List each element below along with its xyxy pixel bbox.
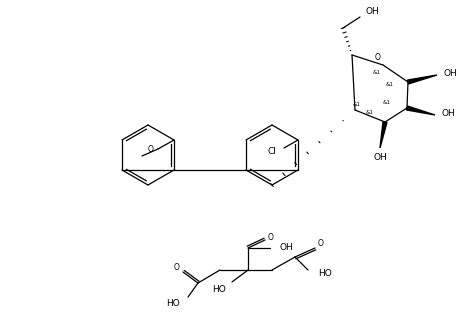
Polygon shape — [380, 122, 387, 148]
Text: &1: &1 — [353, 103, 361, 108]
Text: &1: &1 — [366, 110, 374, 115]
Text: &1: &1 — [386, 82, 394, 87]
Text: HO: HO — [166, 298, 180, 307]
Text: HO: HO — [212, 285, 226, 294]
Text: O: O — [174, 262, 180, 271]
Polygon shape — [406, 106, 435, 115]
Text: OH: OH — [441, 110, 455, 119]
Text: O: O — [148, 146, 154, 155]
Text: OH: OH — [443, 70, 457, 79]
Text: O: O — [268, 232, 274, 241]
Text: OH: OH — [373, 153, 387, 162]
Text: O: O — [375, 54, 381, 63]
Text: &1: &1 — [383, 101, 391, 106]
Text: OH: OH — [365, 8, 379, 17]
Text: OH: OH — [280, 242, 294, 251]
Text: O: O — [318, 238, 324, 247]
Text: Cl: Cl — [267, 148, 276, 157]
Text: &1: &1 — [373, 71, 381, 76]
Polygon shape — [407, 75, 437, 84]
Text: HO: HO — [318, 269, 332, 278]
